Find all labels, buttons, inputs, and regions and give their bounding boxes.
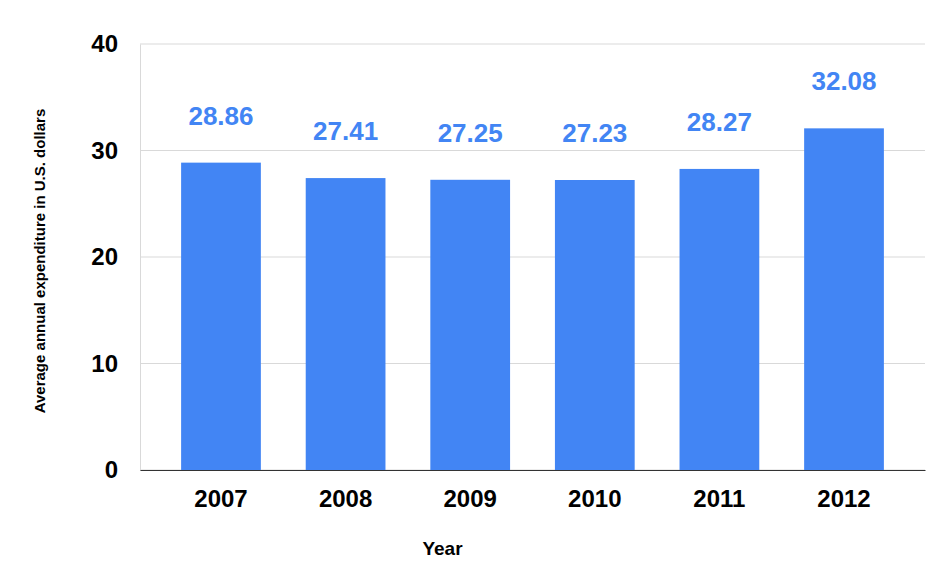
chart: 0 10 20 30 40 2007 2008 2009 2010 2011 2012 28.86 27… <box>0 0 928 574</box>
x-tick: 2008 <box>319 470 372 512</box>
x-axis-line <box>141 470 926 471</box>
data-label: 27.25 <box>438 118 503 148</box>
y-tick: 10 <box>91 350 140 377</box>
x-axis-title: Year <box>422 538 463 559</box>
y-axis: 0 10 20 30 40 <box>91 30 140 483</box>
plot: 0 10 20 30 40 2007 2008 2009 2010 2011 2012 28.86 27… <box>91 30 925 512</box>
x-tick: 2011 <box>693 470 745 512</box>
data-label: 32.08 <box>811 66 876 96</box>
bar <box>306 178 386 470</box>
y-tick-label: 20 <box>91 243 118 270</box>
y-tick: 20 <box>91 243 140 270</box>
x-tick-label: 2012 <box>817 485 870 512</box>
y-tick-label: 0 <box>105 456 118 483</box>
y-tick-label: 40 <box>91 30 118 57</box>
x-axis: 2007 2008 2009 2010 2011 2012 <box>141 470 926 512</box>
data-label: 27.41 <box>313 116 378 146</box>
data-label: 28.27 <box>687 107 752 137</box>
x-tick: 2010 <box>568 470 621 512</box>
bars <box>181 128 884 470</box>
x-tick: 2009 <box>444 470 497 512</box>
bar <box>555 180 635 470</box>
y-axis-title: Average annual expenditure in U.S. dolla… <box>31 109 48 414</box>
bar <box>680 169 760 470</box>
bar <box>804 128 884 470</box>
x-tick-label: 2011 <box>693 485 745 512</box>
y-tick: 0 <box>105 456 140 483</box>
data-label: 28.86 <box>188 101 253 131</box>
grid-line <box>140 44 925 45</box>
data-label: 27.23 <box>562 118 627 148</box>
x-tick-label: 2009 <box>444 485 497 512</box>
x-tick-label: 2010 <box>568 485 621 512</box>
x-tick: 2012 <box>817 470 870 512</box>
y-tick-label: 10 <box>91 350 118 377</box>
y-axis-line <box>140 45 141 471</box>
y-tick: 40 <box>91 30 140 57</box>
bar <box>181 163 261 470</box>
x-tick-label: 2007 <box>194 485 247 512</box>
y-tick: 30 <box>91 137 140 164</box>
grid <box>140 44 925 470</box>
x-tick-label: 2008 <box>319 485 372 512</box>
x-tick: 2007 <box>194 470 247 512</box>
y-tick-label: 30 <box>91 137 118 164</box>
bar <box>430 180 510 470</box>
data-labels: 28.86 27.41 27.25 27.23 28.27 32.08 <box>188 66 876 148</box>
